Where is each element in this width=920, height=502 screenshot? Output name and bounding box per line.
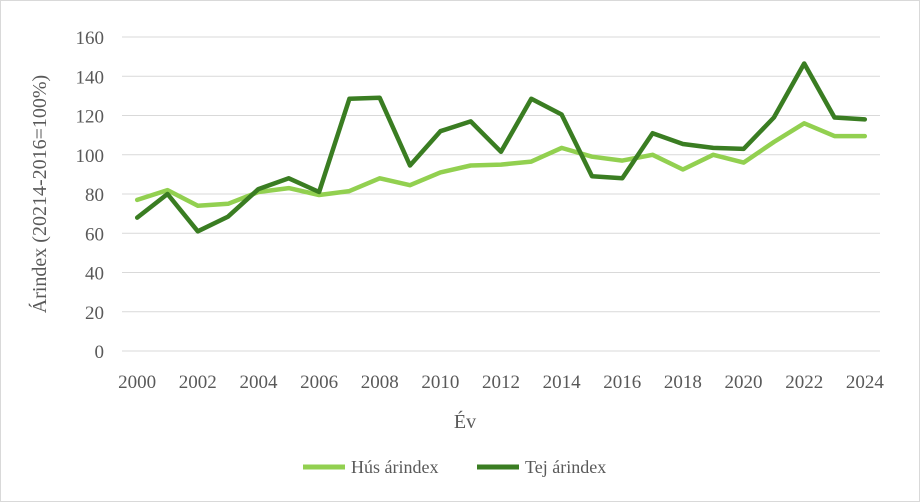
gridlines (122, 36, 880, 352)
legend-label-hus: Hús árindex (351, 457, 438, 477)
y-tick-label: 40 (85, 264, 104, 285)
x-axis-tick-labels: 2000 2002 2004 2006 2008 2010 2012 2014 2016 2018… (118, 372, 884, 393)
legend-label-tej: Tej árindex (525, 457, 606, 477)
x-tick-label: 2020 (725, 372, 763, 393)
x-tick-label: 2008 (361, 372, 399, 393)
y-tick-label: 120 (76, 107, 105, 128)
x-axis-title: Év (454, 410, 476, 433)
legend: Hús árindex Tej árindex (303, 457, 606, 477)
y-tick-label: 140 (76, 67, 105, 88)
x-tick-label: 2018 (664, 372, 702, 393)
x-tick-label: 2022 (785, 372, 823, 393)
x-tick-label: 2002 (179, 372, 217, 393)
y-tick-label: 60 (85, 224, 104, 245)
x-tick-label: 2024 (846, 372, 885, 393)
y-tick-label: 0 (95, 342, 105, 363)
x-tick-label: 2016 (603, 372, 641, 393)
x-tick-label: 2014 (543, 372, 582, 393)
x-tick-label: 2006 (300, 372, 338, 393)
y-tick-label: 160 (76, 28, 105, 49)
y-tick-label: 80 (85, 185, 104, 206)
x-tick-label: 2004 (239, 372, 278, 393)
y-axis-tick-labels: 0 20 40 60 80 100 120 140 160 (76, 28, 105, 363)
series-lines (134, 61, 868, 234)
y-axis-title: Árindex (20214-2016=100%) (28, 75, 51, 313)
series-line-tej-arindex (134, 61, 868, 234)
x-tick-label: 2012 (482, 372, 520, 393)
y-tick-label: 100 (76, 146, 105, 167)
y-tick-label: 20 (85, 303, 104, 324)
x-tick-label: 2010 (421, 372, 459, 393)
x-tick-label: 2000 (118, 372, 156, 393)
